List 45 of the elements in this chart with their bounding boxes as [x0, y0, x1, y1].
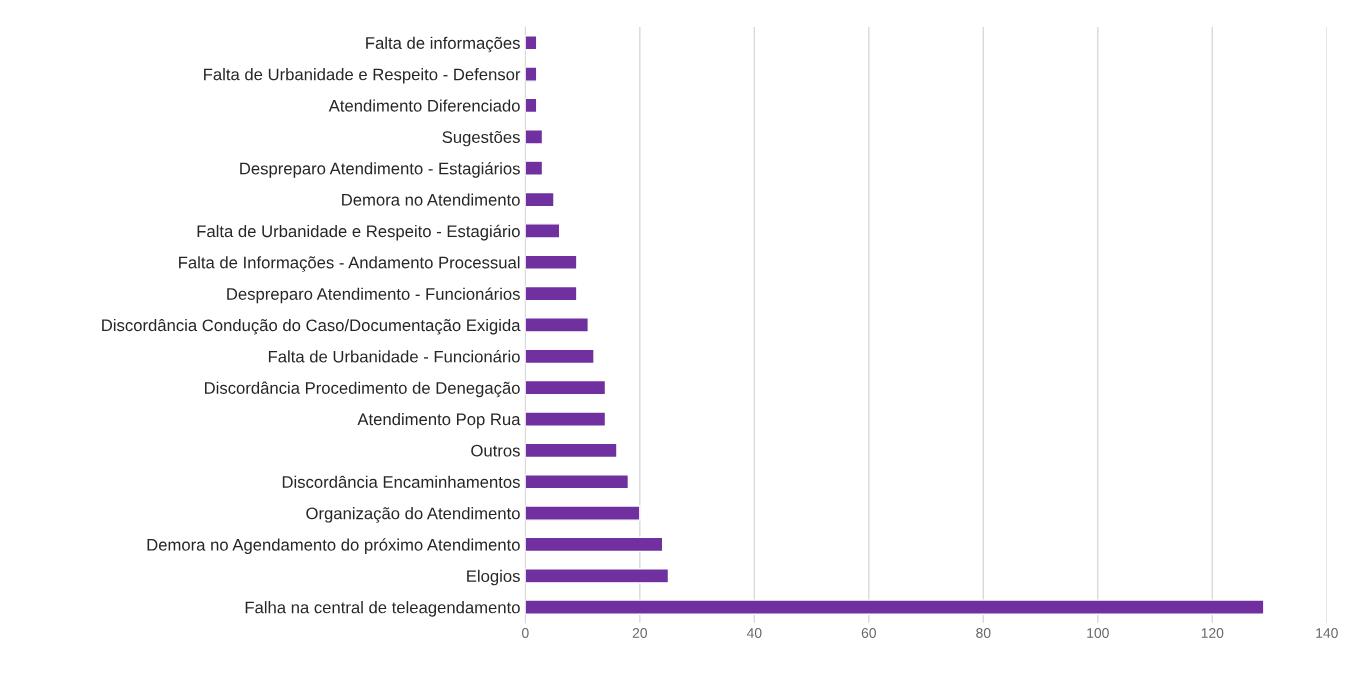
y-tick-label: Falta de Urbanidade e Respeito - Defensor [204, 68, 521, 84]
x-tick-label: 120 [1201, 628, 1224, 638]
y-tick-label: Discordância Condução do Caso/Documentação Exigida [102, 318, 521, 335]
bar [525, 379, 607, 396]
y-tick-label: Outros [471, 444, 520, 457]
x-tick-label: 80 [976, 628, 991, 638]
bar [525, 285, 578, 302]
y-tick-label: Falta de Informações - Andamento Processual [179, 256, 520, 272]
y-tick-label: Sugestões [442, 130, 520, 147]
x-tick-label: 20 [632, 628, 648, 638]
y-tick-label: Despreparo Atendimento - Funcionários [227, 287, 520, 304]
bar [525, 317, 589, 333]
bar [525, 599, 1265, 615]
y-tick-label: Atendimento Pop Rua [357, 412, 521, 429]
bar [525, 442, 618, 459]
bar [525, 536, 664, 553]
bar [525, 473, 630, 490]
x-tick-label: 40 [746, 628, 762, 638]
x-tick-label: 0 [522, 628, 529, 638]
bar [525, 191, 555, 208]
bar [525, 254, 578, 270]
y-tick-label: Discordância Encaminhamentos [282, 475, 520, 488]
y-tick-label: Organização do Atendimento [306, 507, 520, 523]
y-tick-label: Falta de informações [366, 36, 520, 53]
bar [525, 568, 670, 584]
y-tick-label: Atendimento Diferenciado [328, 99, 520, 112]
y-tick-label: Demora no Atendimento [342, 193, 520, 206]
y-tick-label: Falta de Urbanidade - Funcionário [268, 350, 520, 363]
bar [525, 411, 607, 427]
bar [525, 505, 641, 521]
y-tick-label: Falha na central de teleagendamento [245, 601, 520, 617]
x-tick-label: 100 [1087, 628, 1109, 638]
y-tick-label: Elogios [467, 569, 520, 586]
bar [525, 160, 544, 176]
bar [525, 66, 538, 82]
y-tick-label: Discordância Procedimento de Denegação [205, 381, 520, 398]
x-tick-label: 60 [861, 628, 876, 638]
y-tick-label: Despreparo Atendimento - Estagiários [240, 162, 520, 178]
bar [525, 223, 561, 239]
bar [525, 35, 538, 51]
y-tick-label: Demora no Agendamento do próximo Atendimento [147, 538, 520, 555]
y-tick-label: Falta de Urbanidade e Respeito - Estagiário [197, 224, 520, 241]
bar [525, 348, 595, 365]
x-tick-label: 140 [1316, 628, 1338, 638]
bar [525, 129, 544, 145]
